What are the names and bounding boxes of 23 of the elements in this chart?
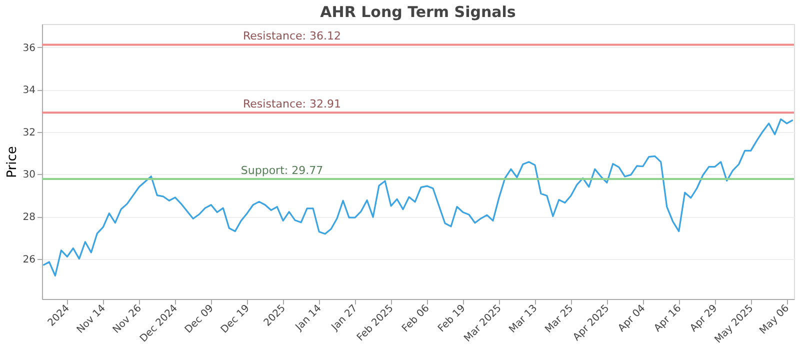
y-tick-label: 28 [22, 212, 36, 223]
y-tick-label: 26 [22, 254, 36, 266]
ref-line-label: Resistance: 36.12 [243, 30, 341, 43]
x-tick-label: Feb 06 [400, 302, 432, 335]
x-tick-label: Apr 04 [616, 302, 648, 334]
y-axis-title: Price [4, 146, 20, 178]
x-tick-label: Jan 14 [293, 302, 324, 334]
line-series [42, 118, 794, 277]
x-tick-label: Dec 09 [183, 302, 216, 336]
x-tick-label: Jan 27 [329, 302, 360, 334]
x-tick-label: Apr 16 [652, 302, 684, 334]
ref-line-label: Support: 29.77 [240, 164, 324, 178]
y-tick-label: 32 [22, 127, 36, 138]
y-tick-label: 30 [22, 170, 36, 181]
x-tick-label: Dec 19 [219, 302, 252, 336]
x-tick-label: Feb 19 [436, 302, 468, 335]
y-tick-label: 34 [22, 85, 36, 96]
x-tick-label: Apr 29 [688, 302, 720, 334]
x-tick-label: Mar 13 [507, 302, 540, 336]
y-tick-label: 36 [22, 42, 36, 54]
x-tick-label: Nov 14 [75, 302, 108, 336]
chart-title: AHR Long Term Signals [320, 3, 516, 21]
ref-line-label: Resistance: 32.91 [243, 98, 341, 111]
